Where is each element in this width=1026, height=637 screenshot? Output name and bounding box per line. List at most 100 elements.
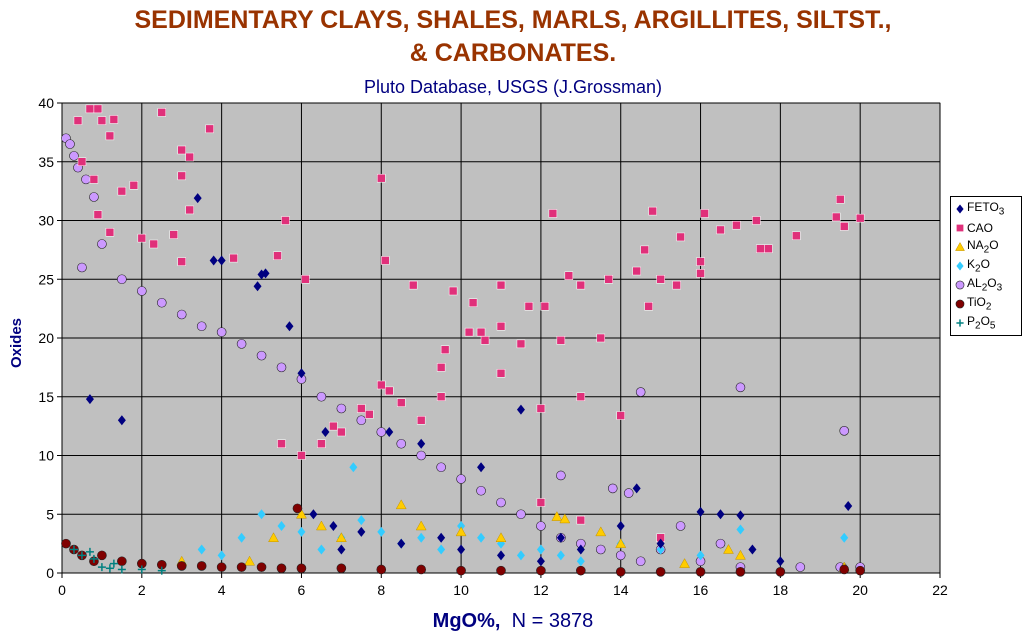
point-cao — [756, 244, 765, 253]
point-cao — [696, 257, 705, 266]
point-p2o5 — [157, 566, 166, 575]
point-cao — [273, 251, 282, 260]
x-tick-label: 14 — [613, 582, 629, 598]
point-cao — [672, 280, 681, 290]
point-p2o5 — [137, 565, 146, 574]
point-k2o — [357, 515, 366, 526]
legend-marker-shape — [956, 204, 964, 213]
point-cao — [656, 275, 665, 284]
point-feto3 — [716, 509, 725, 520]
point-cao — [396, 398, 406, 407]
point-na2o — [615, 538, 627, 548]
point-feto3 — [357, 526, 366, 537]
point-al2o3 — [416, 450, 426, 461]
point-al2o3 — [276, 362, 287, 373]
point-na2o — [735, 549, 746, 560]
x-tick-label: 6 — [298, 582, 306, 598]
point-cao — [365, 410, 374, 419]
point-al2o3 — [623, 488, 634, 498]
point-cao — [408, 280, 418, 290]
x-tick-label: 20 — [852, 582, 868, 598]
point-al2o3 — [81, 174, 91, 185]
point-na2o — [455, 526, 467, 537]
point-cao — [157, 108, 167, 117]
point-cao — [835, 195, 845, 204]
point-p2o5 — [97, 563, 106, 572]
point-al2o3 — [795, 562, 806, 572]
point-k2o — [516, 550, 525, 561]
x-tick-label: 2 — [138, 582, 146, 598]
legend-item-al2o3: AL2O3 — [951, 275, 1002, 294]
point-k2o — [477, 532, 486, 543]
x-tick-label: 22 — [932, 582, 948, 598]
point-na2o — [723, 543, 734, 554]
legend-item-tio2: TiO2 — [951, 294, 991, 313]
point-cao — [97, 116, 107, 125]
x-tick-label: 18 — [773, 582, 789, 598]
point-al2o3 — [839, 426, 850, 436]
point-cao — [752, 216, 761, 225]
point-cao — [436, 363, 446, 372]
point-p2o5 — [89, 554, 98, 563]
point-tio2 — [176, 561, 187, 571]
point-al2o3 — [607, 483, 618, 494]
point-al2o3 — [516, 509, 526, 520]
point-na2o — [495, 532, 507, 542]
point-tio2 — [296, 563, 307, 574]
point-feto3 — [309, 509, 318, 520]
point-cao — [85, 104, 95, 114]
point-cao — [177, 171, 186, 181]
point-na2o — [551, 511, 563, 521]
point-cao — [337, 427, 346, 437]
point-feto3 — [321, 427, 330, 437]
point-cao — [764, 244, 773, 253]
point-cao — [548, 209, 558, 218]
chart-legend: FETO3 CAO NA2O K2O AL2O3 TiO2 P2O5 — [950, 196, 1022, 336]
point-cao — [205, 124, 214, 134]
point-al2o3 — [156, 297, 167, 308]
point-cao — [496, 369, 506, 378]
point-tio2 — [615, 567, 626, 577]
point-al2o3 — [595, 544, 606, 555]
point-cao — [448, 286, 458, 296]
point-al2o3 — [356, 415, 367, 426]
point-na2o — [679, 558, 691, 568]
point-k2o — [257, 509, 266, 520]
point-cao — [281, 216, 290, 225]
point-feto3 — [616, 521, 625, 531]
point-cao — [357, 404, 366, 413]
point-cao — [644, 302, 653, 311]
point-k2o — [556, 550, 565, 561]
point-feto3 — [261, 268, 270, 279]
point-cao — [476, 327, 486, 337]
point-feto3 — [193, 193, 202, 204]
y-tick-label: 0 — [46, 565, 54, 581]
point-al2o3 — [556, 470, 566, 481]
legend-marker-shape — [955, 280, 965, 289]
point-cao — [496, 280, 506, 290]
point-tio2 — [276, 563, 287, 574]
point-tio2 — [216, 562, 227, 572]
point-cao — [696, 269, 705, 278]
point-tio2 — [855, 565, 865, 576]
point-k2o — [197, 544, 206, 555]
y-tick-label: 5 — [46, 506, 54, 522]
point-tio2 — [576, 565, 586, 576]
x-axis-label: MgO%, N = 3878 — [0, 610, 1026, 633]
point-feto3 — [748, 544, 757, 555]
point-feto3 — [297, 368, 306, 379]
point-al2o3 — [176, 309, 187, 320]
point-al2o3 — [77, 262, 87, 273]
legend-marker-feto3 — [956, 204, 964, 213]
series-al2o3 — [61, 133, 865, 572]
point-na2o — [559, 513, 571, 524]
point-tio2 — [61, 538, 71, 549]
point-p2o5 — [109, 559, 118, 568]
point-cao — [716, 225, 725, 235]
legend-marker-shape — [955, 299, 965, 308]
point-tio2 — [196, 561, 207, 571]
legend-marker-shape — [956, 223, 964, 232]
point-cao — [317, 439, 326, 448]
point-cao — [540, 302, 550, 311]
point-al2o3 — [89, 192, 99, 202]
